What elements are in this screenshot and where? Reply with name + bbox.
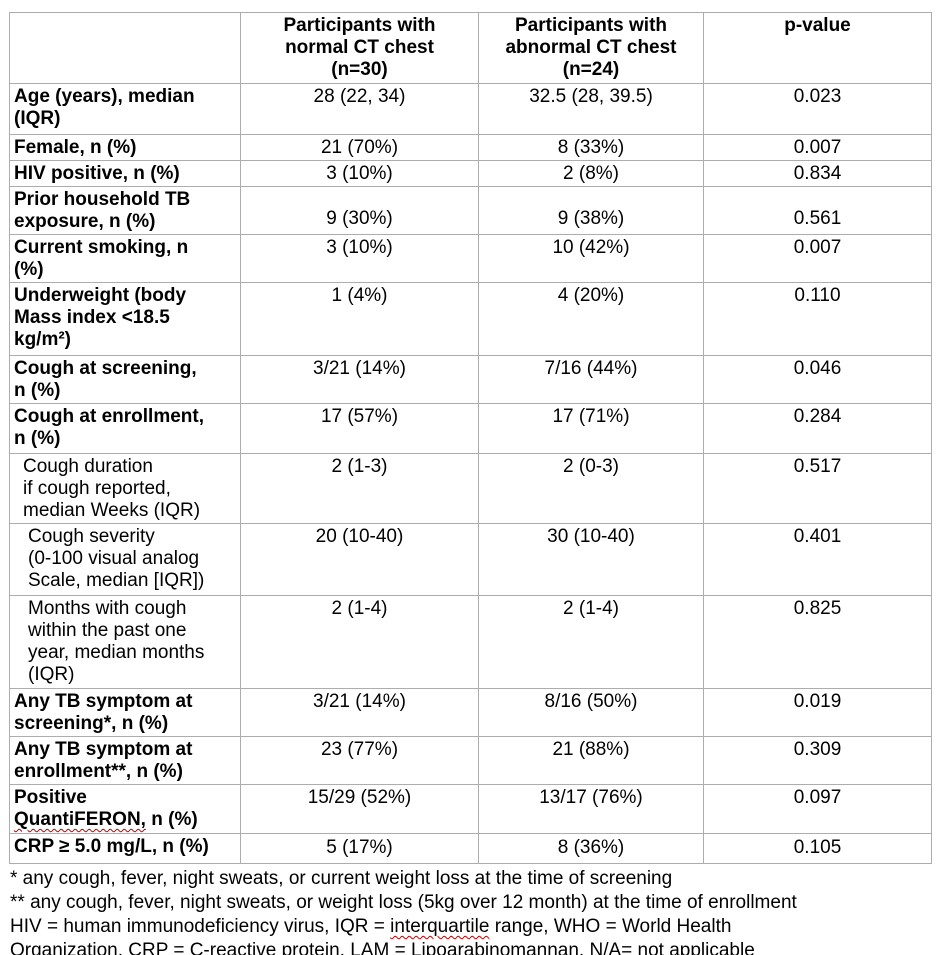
row-cough-severity: Cough severity (0-100 visual analog Scal… [9, 523, 932, 596]
row-label: HIV positive, n (%) [9, 160, 241, 187]
footnote-enrollment: ** any cough, fever, night sweats, or we… [10, 892, 797, 913]
row-cough-enrollment: Cough at enrollment, n (%) 17 (57%) 17 (… [9, 403, 932, 454]
value-p: 0.105 [703, 833, 932, 864]
row-label: Underweight (body Mass index <18.5 kg/m²… [9, 282, 241, 356]
row-cough-screening: Cough at screening, n (%) 3/21 (14%) 7/1… [9, 355, 932, 404]
value-p: 0.046 [703, 355, 932, 404]
value-abnormal-ct: 4 (20%) [478, 282, 704, 356]
abbr-text: range, WHO = World Health Organization, … [10, 916, 732, 955]
value-abnormal-ct: 32.5 (28, 39.5) [478, 83, 704, 135]
value-normal-ct: 2 (1-3) [240, 453, 479, 524]
row-label: Any TB symptom at screening*, n (%) [9, 688, 241, 737]
footnote-abbreviations: HIV = human immunodeficiency virus, IQR … [10, 915, 951, 955]
row-hiv-positive: HIV positive, n (%) 3 (10%) 2 (8%) 0.834 [9, 160, 932, 187]
misspelled-word: QuantiFERON, [14, 809, 146, 830]
row-positive-quantiferon: Positive QuantiFERON, n (%) 15/29 (52%) … [9, 784, 932, 834]
value-p: 0.110 [703, 282, 932, 356]
value-normal-ct: 1 (4%) [240, 282, 479, 356]
value-normal-ct: 3 (10%) [240, 234, 479, 283]
value-normal-ct: 2 (1-4) [240, 595, 479, 689]
row-label: Positive QuantiFERON, n (%) [9, 784, 241, 834]
header-normal-ct: Participants with normal CT chest (n=30) [240, 12, 479, 84]
row-label: Cough at enrollment, n (%) [9, 403, 241, 454]
footnote-screening: * any cough, fever, night sweats, or cur… [10, 868, 673, 889]
row-label: Age (years), median (IQR) [9, 83, 241, 135]
value-abnormal-ct: 8 (33%) [478, 134, 704, 161]
value-abnormal-ct: 9 (38%) [478, 186, 704, 235]
row-tb-symptom-screening: Any TB symptom at screening*, n (%) 3/21… [9, 688, 932, 737]
row-label: Prior household TB exposure, n (%) [9, 186, 241, 235]
row-current-smoking: Current smoking, n (%) 3 (10%) 10 (42%) … [9, 234, 932, 283]
value-normal-ct: 23 (77%) [240, 736, 479, 785]
value-abnormal-ct: 30 (10-40) [478, 523, 704, 596]
value-abnormal-ct: 13/17 (76%) [478, 784, 704, 834]
value-p: 0.284 [703, 403, 932, 454]
value-p: 0.834 [703, 160, 932, 187]
row-age: Age (years), median (IQR) 28 (22, 34) 32… [9, 83, 932, 135]
row-prior-tb-exposure: Prior household TB exposure, n (%) 9 (30… [9, 186, 932, 235]
value-p: 0.019 [703, 688, 932, 737]
value-abnormal-ct: 7/16 (44%) [478, 355, 704, 404]
row-underweight: Underweight (body Mass index <18.5 kg/m²… [9, 282, 932, 356]
value-abnormal-ct: 2 (8%) [478, 160, 704, 187]
value-abnormal-ct: 21 (88%) [478, 736, 704, 785]
misspelled-word: interquartile [390, 916, 490, 937]
row-label: Cough severity (0-100 visual analog Scal… [9, 523, 241, 596]
participant-characteristics-table: Participants with normal CT chest (n=30)… [9, 12, 932, 864]
row-label: CRP ≥ 5.0 mg/L, n (%) [9, 833, 241, 864]
value-abnormal-ct: 2 (0-3) [478, 453, 704, 524]
value-normal-ct: 21 (70%) [240, 134, 479, 161]
row-label: Months with cough within the past one ye… [9, 595, 241, 689]
row-cough-duration: Cough duration if cough reported, median… [9, 453, 932, 524]
row-female: Female, n (%) 21 (70%) 8 (33%) 0.007 [9, 134, 932, 161]
table-footnotes: * any cough, fever, night sweats, or cur… [10, 867, 951, 955]
value-abnormal-ct: 8/16 (50%) [478, 688, 704, 737]
value-p: 0.401 [703, 523, 932, 596]
value-normal-ct: 3/21 (14%) [240, 688, 479, 737]
value-p: 0.097 [703, 784, 932, 834]
value-normal-ct: 20 (10-40) [240, 523, 479, 596]
header-p-value: p-value [703, 12, 932, 84]
row-label: Female, n (%) [9, 134, 241, 161]
value-p: 0.309 [703, 736, 932, 785]
abbr-text: N/A= not applicable [584, 940, 755, 955]
row-label: Current smoking, n (%) [9, 234, 241, 283]
value-normal-ct: 28 (22, 34) [240, 83, 479, 135]
misspelled-word: Lipoarabinomannan, [410, 940, 585, 955]
value-p: 0.007 [703, 234, 932, 283]
value-abnormal-ct: 10 (42%) [478, 234, 704, 283]
abbr-text: HIV = human immunodeficiency virus, IQR … [10, 916, 391, 937]
label-text: n (%) [145, 809, 198, 830]
value-p: 0.007 [703, 134, 932, 161]
row-label: Cough duration if cough reported, median… [9, 453, 241, 524]
value-normal-ct: 9 (30%) [240, 186, 479, 235]
label-text: Positive [14, 787, 87, 808]
row-label: Any TB symptom at enrollment**, n (%) [9, 736, 241, 785]
value-p: 0.023 [703, 83, 932, 135]
value-abnormal-ct: 2 (1-4) [478, 595, 704, 689]
row-label: Cough at screening, n (%) [9, 355, 241, 404]
value-abnormal-ct: 8 (36%) [478, 833, 704, 864]
value-normal-ct: 3 (10%) [240, 160, 479, 187]
value-p: 0.517 [703, 453, 932, 524]
row-crp: CRP ≥ 5.0 mg/L, n (%) 5 (17%) 8 (36%) 0.… [9, 833, 932, 864]
value-abnormal-ct: 17 (71%) [478, 403, 704, 454]
value-p: 0.561 [703, 186, 932, 235]
row-months-with-cough: Months with cough within the past one ye… [9, 595, 932, 689]
value-p: 0.825 [703, 595, 932, 689]
value-normal-ct: 15/29 (52%) [240, 784, 479, 834]
header-abnormal-ct: Participants with abnormal CT chest (n=2… [478, 12, 704, 84]
value-normal-ct: 3/21 (14%) [240, 355, 479, 404]
value-normal-ct: 17 (57%) [240, 403, 479, 454]
header-empty-cell [9, 12, 241, 84]
table-header-row: Participants with normal CT chest (n=30)… [9, 12, 932, 84]
row-tb-symptom-enrollment: Any TB symptom at enrollment**, n (%) 23… [9, 736, 932, 785]
value-normal-ct: 5 (17%) [240, 833, 479, 864]
